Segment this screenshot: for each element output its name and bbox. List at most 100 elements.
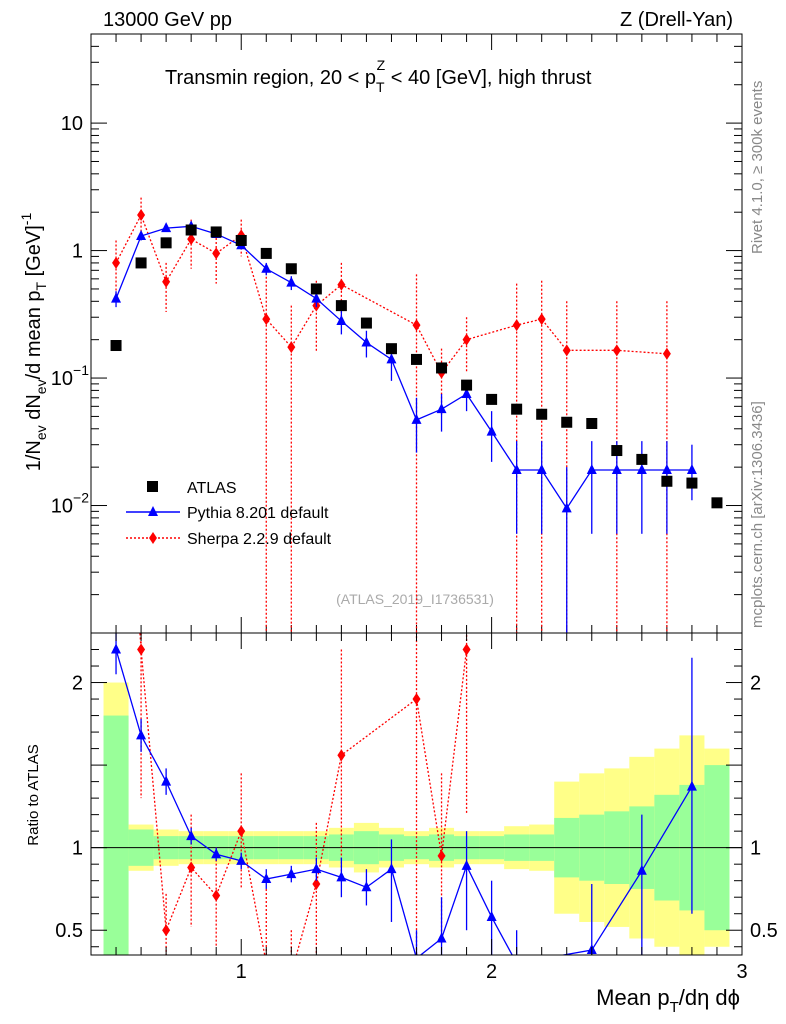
- pythia-point: [411, 413, 422, 424]
- sherpa-ratio-point: [137, 643, 146, 656]
- sherpa-point: [187, 233, 196, 246]
- pythia-point: [686, 463, 697, 474]
- atlas-point: [461, 379, 473, 391]
- main-panel: 10 1 10−1 10−2 Transmin region, 20 < pTZ < …: [18, 33, 743, 634]
- sherpa-point: [512, 319, 521, 332]
- pythia-point: [636, 463, 647, 474]
- pythia-point: [336, 315, 347, 326]
- atlas-point: [235, 234, 247, 246]
- sherpa-point: [137, 209, 146, 222]
- sherpa-ratio-point: [462, 643, 471, 656]
- ratio-y-tick-label: 2: [72, 673, 83, 695]
- pythia-point: [311, 292, 322, 303]
- sherpa-point: [262, 313, 271, 326]
- pythia-ratio-point: [361, 881, 372, 892]
- atlas-point: [411, 353, 422, 365]
- y-tick-label: 10−1: [51, 362, 89, 390]
- mcplots-label: mcplots.cern.ch [arXiv:1306.3436]: [749, 401, 766, 628]
- pythia-point: [161, 222, 172, 233]
- legend: ATLAS Pythia 8.201 default Sherpa 2.2.9 …: [126, 480, 332, 548]
- sherpa-point: [212, 247, 221, 260]
- ratio-y-tick-label-right: 2: [750, 673, 761, 695]
- legend-sherpa-marker: [149, 532, 157, 544]
- atlas-point: [661, 475, 673, 487]
- pythia-ratio-point: [486, 911, 497, 922]
- x-axis-label: Mean pT/dη dϕ: [596, 985, 740, 1016]
- pythia-point: [286, 276, 297, 287]
- header-right-label: Z (Drell-Yan): [620, 9, 733, 31]
- atlas-point: [360, 317, 372, 329]
- main-y-ticks: [91, 33, 742, 634]
- x-tick-label: 1: [236, 961, 247, 983]
- ratio-y-tick-label: 1: [72, 838, 83, 860]
- sherpa-ratio-point: [312, 877, 321, 890]
- legend-atlas-label: ATLAS: [187, 480, 237, 497]
- atlas-point: [486, 393, 498, 405]
- pythia-point: [261, 262, 272, 273]
- ratio-ticks: [90, 633, 743, 955]
- sherpa-point: [162, 275, 171, 288]
- sherpa-point: [287, 341, 296, 354]
- pythia-point: [386, 353, 397, 364]
- pythia-point: [461, 387, 472, 398]
- sherpa-point: [662, 347, 671, 360]
- pythia-ratio-point: [311, 863, 322, 874]
- sherpa-point: [537, 313, 546, 326]
- ratio-y-tick-label-right: 0.5: [750, 920, 778, 942]
- atlas-point: [285, 263, 297, 275]
- ratio-tick-labels: 0.5 0.5 1 1 2 2 1 2 3: [55, 673, 778, 983]
- atlas-series: [110, 224, 723, 509]
- sherpa-point: [612, 344, 621, 357]
- pythia-point: [136, 230, 147, 241]
- pythia-ratio-point: [261, 873, 272, 884]
- pythia-ratio-point: [211, 848, 222, 859]
- atlas-point: [511, 403, 523, 415]
- atlas-point: [561, 416, 573, 428]
- pythia-point: [361, 336, 372, 347]
- pythia-ratio-point: [136, 729, 147, 740]
- ratio-y-tick-label-right: 1: [750, 838, 761, 860]
- pythia-ratio-series: [111, 633, 697, 955]
- atlas-point: [711, 497, 723, 509]
- pythia-ratio-point: [336, 871, 347, 882]
- pythia-ratio-point: [236, 854, 247, 865]
- atlas-point: [586, 418, 598, 430]
- legend-sherpa-label: Sherpa 2.2.9 default: [187, 531, 332, 548]
- x-tick-label: 2: [486, 961, 497, 983]
- atlas-point: [536, 408, 548, 420]
- atlas-point: [310, 283, 322, 295]
- main-y-tick-labels: 10 1 10−1 10−2: [51, 113, 89, 517]
- sherpa-ratio-point: [412, 693, 421, 706]
- sherpa-series: [112, 197, 671, 633]
- atlas-point: [110, 340, 122, 352]
- atlas-point: [210, 226, 222, 238]
- legend-atlas-marker: [147, 481, 158, 492]
- sherpa-ratio-point: [162, 924, 171, 937]
- main-title: Transmin region, 20 < pTZ < 40 [GeV], hi…: [165, 57, 592, 95]
- x-tick-label: 3: [736, 961, 747, 983]
- atlas-point: [611, 445, 623, 457]
- pythia-ratio-point: [436, 932, 447, 943]
- sherpa-ratio-point: [237, 825, 246, 838]
- sherpa-ratio-point: [437, 849, 446, 862]
- pythia-point: [536, 463, 547, 474]
- legend-pythia-label: Pythia 8.201 default: [187, 505, 329, 522]
- main-y-axis-label: 1/Nev dNev/d mean pT [GeV]-1: [18, 213, 49, 472]
- pythia-ratio-point: [461, 859, 472, 870]
- inner-band-bin: [103, 715, 129, 955]
- sherpa-line: [115, 213, 667, 374]
- sherpa-point: [112, 256, 121, 269]
- y-tick-label: 10−2: [51, 490, 89, 518]
- pythia-ratio-point: [161, 775, 172, 786]
- ratio-y-axis-label: Ratio to ATLAS: [25, 744, 42, 845]
- sherpa-point: [337, 278, 346, 291]
- pythia-point: [586, 463, 597, 474]
- pythia-ratio-point: [386, 863, 397, 874]
- y-tick-label: 10: [61, 113, 83, 135]
- sherpa-ratio-point: [287, 967, 295, 979]
- sherpa-point: [412, 319, 421, 332]
- ratio-y-tick-label: 0.5: [55, 920, 83, 942]
- atlas-point: [686, 477, 698, 489]
- pythia-ratio-point: [111, 643, 122, 654]
